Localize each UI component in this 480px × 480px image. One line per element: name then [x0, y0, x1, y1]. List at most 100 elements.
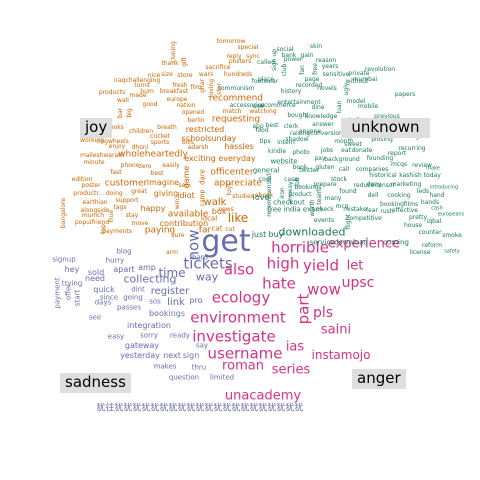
word-rush: rush: [380, 208, 394, 215]
word-bills: bills: [182, 139, 194, 146]
word-high: high: [266, 254, 300, 273]
word-recommend: recommend: [209, 93, 263, 104]
word-bank: bank: [281, 52, 297, 59]
word-papers: papers: [394, 91, 416, 98]
word-hard: hard: [192, 253, 208, 262]
word-wall: wall: [117, 97, 129, 104]
word-hey: hey: [64, 265, 80, 274]
word-also: also: [223, 260, 255, 279]
word-yield: yield: [303, 256, 339, 275]
word-hand: hand: [429, 192, 445, 199]
word-plosing: plosing: [371, 136, 393, 143]
word-next: next: [163, 351, 181, 360]
word-private: private: [348, 70, 370, 77]
word-hum: hum: [140, 88, 154, 95]
word-toys: toys: [226, 182, 233, 196]
word-instamojo: instamojo: [311, 348, 371, 362]
word-let: let: [346, 258, 364, 274]
word-restricted: restricted: [185, 125, 225, 134]
word-sign: sign: [182, 351, 200, 360]
word-working: working: [80, 137, 104, 144]
word-investigate: investigate: [192, 327, 276, 346]
word-sensitive: sensitive: [322, 71, 350, 78]
word-mistake: mistake: [343, 206, 367, 213]
word-coming: coming: [383, 238, 409, 247]
word-many: many: [324, 195, 342, 202]
word-kindle: kindle: [267, 148, 287, 155]
label-joy: joy: [80, 118, 113, 138]
word-cool: cool: [258, 176, 272, 183]
word-use: use: [252, 103, 264, 110]
word-reason: reason: [315, 57, 337, 64]
word-accessories: accessories: [229, 102, 265, 109]
word-stay: stay: [125, 212, 139, 219]
word-dint: dint: [131, 285, 145, 294]
word-hundreds: hundreds: [223, 71, 253, 78]
word-ecommerce: ecommerce: [260, 102, 296, 109]
word-posters: posters: [228, 58, 252, 65]
word-integration: integration: [127, 321, 171, 330]
word-jobs: jobs: [320, 147, 334, 154]
word-power: power: [283, 56, 303, 63]
word-blog: blog: [116, 247, 132, 256]
word-get: get: [201, 224, 251, 259]
word-skin: skin: [309, 43, 323, 50]
word-best: best: [265, 122, 279, 129]
word-say: say: [195, 341, 209, 350]
word-film: film: [190, 84, 202, 91]
word-general: general: [252, 166, 280, 175]
word-anyone: anyone: [298, 128, 322, 135]
word-upsc: upsc: [341, 275, 375, 291]
word-eat: eat: [341, 147, 351, 154]
word-store: store: [177, 72, 193, 79]
word-cloning: cloning: [170, 41, 177, 63]
word-book: book: [292, 164, 308, 171]
word-cricket: cricket: [149, 133, 171, 140]
word-hurry: hurry: [105, 256, 125, 265]
word-nice: nice: [147, 72, 161, 79]
word-limited: limited: [209, 373, 235, 382]
word-dine: dine: [311, 104, 325, 111]
word-love: love: [252, 193, 270, 202]
word-fast: fast: [110, 169, 122, 176]
word-knowledge: knowledge: [304, 113, 338, 120]
word-recurring: recurring: [398, 145, 426, 152]
word-effective: effective: [391, 207, 419, 214]
word-twitter: twitter: [299, 167, 319, 174]
word-far: far: [198, 225, 212, 236]
word-horrible: horrible: [271, 238, 329, 257]
word-download: download: [334, 238, 368, 247]
word-dhoni: dhoni: [131, 144, 149, 151]
word-photo: photo: [292, 149, 310, 156]
word-found: found: [339, 188, 357, 195]
word-register: register: [150, 286, 190, 297]
word-booking: booking: [380, 201, 404, 208]
word-opened: opened: [181, 109, 205, 116]
word-intern: intern: [277, 139, 295, 146]
word-since: since: [99, 293, 119, 302]
word-team: team: [316, 189, 323, 205]
word-years: years: [321, 63, 339, 70]
word-previous: previous: [374, 113, 400, 120]
word-wars: wars: [198, 71, 214, 78]
word-popuifriend: popuifriend: [74, 219, 110, 226]
word-sync: sync: [246, 53, 260, 60]
word-nation: nation: [176, 102, 196, 109]
word-breakfast: breakfast: [159, 88, 189, 95]
word-big: big: [126, 108, 133, 118]
word-start: start: [73, 289, 82, 307]
word-answer: answer: [312, 121, 334, 128]
word-sacrifice: sacrifice: [205, 64, 231, 71]
word-bookings: bookings: [148, 309, 186, 318]
word-yesterday: yesterday: [120, 351, 160, 360]
word-mobile: mobile: [357, 103, 379, 110]
word-adarsh: adarsh: [187, 144, 209, 151]
word-downloaded: downloaded: [278, 225, 346, 239]
word-gain: gain: [300, 52, 314, 59]
word-payments: payments: [102, 228, 132, 235]
word-fresh: fresh: [172, 82, 188, 89]
word-username: username: [207, 344, 283, 363]
word-cut: cut: [225, 226, 235, 233]
word-prepare: prepare: [313, 181, 337, 188]
word-food: food: [255, 127, 269, 134]
